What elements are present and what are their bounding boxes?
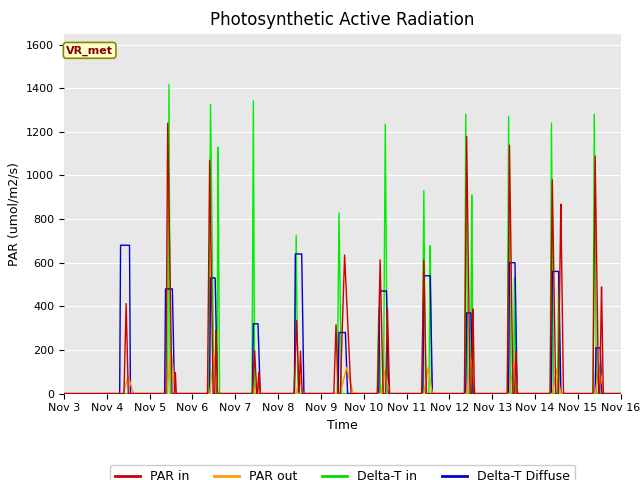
Text: VR_met: VR_met (66, 45, 113, 56)
X-axis label: Time: Time (327, 419, 358, 432)
Title: Photosynthetic Active Radiation: Photosynthetic Active Radiation (210, 11, 475, 29)
Legend: PAR in, PAR out, Delta-T in, Delta-T Diffuse: PAR in, PAR out, Delta-T in, Delta-T Dif… (109, 465, 575, 480)
Y-axis label: PAR (umol/m2/s): PAR (umol/m2/s) (8, 162, 20, 265)
